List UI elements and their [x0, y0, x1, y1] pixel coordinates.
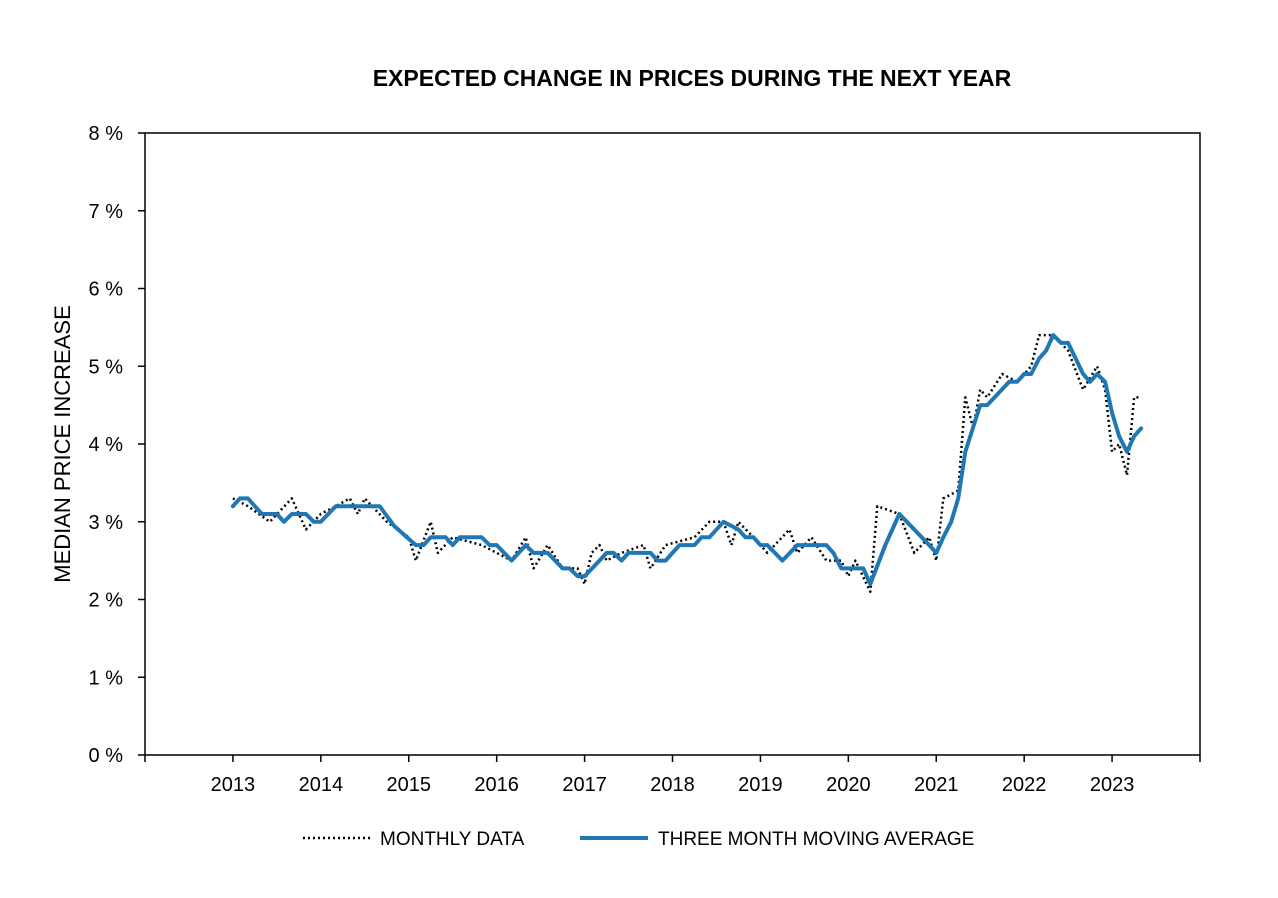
y-tick-label: 2 %	[89, 590, 124, 612]
legend-label-monthly-data: MONTHLY DATA	[380, 829, 525, 850]
y-axis: 0 % 1 % 2 % 3 % 4 % 5 % 6 % 7 % 8 %	[89, 123, 145, 767]
y-tick-label: 4 %	[89, 434, 124, 456]
x-tick-label: 2018	[650, 774, 695, 796]
y-tick-label: 8 %	[89, 123, 124, 145]
x-tick-label: 2022	[1002, 774, 1047, 796]
x-tick-label: 2019	[738, 774, 783, 796]
x-tick-label: 2021	[914, 774, 959, 796]
y-tick-label: 1 %	[89, 667, 124, 689]
x-tick-label: 2014	[299, 774, 344, 796]
series-line-monthly-data	[232, 333, 1142, 593]
y-tick-label: 7 %	[89, 201, 124, 223]
y-axis-title: MEDIAN PRICE INCREASE	[50, 305, 75, 583]
y-tick-label: 3 %	[89, 512, 124, 534]
x-tick-label: 2020	[826, 774, 871, 796]
x-tick-label: 2013	[211, 774, 256, 796]
legend-label-three-month-moving-average: THREE MONTH MOVING AVERAGE	[658, 829, 974, 850]
y-tick-label: 0 %	[89, 745, 124, 767]
x-tick-label: 2015	[387, 774, 432, 796]
chart-title: EXPECTED CHANGE IN PRICES DURING THE NEX…	[373, 65, 1012, 91]
legend: MONTHLY DATA THREE MONTH MOVING AVERAGE	[303, 829, 974, 850]
y-tick-label: 6 %	[89, 279, 124, 301]
x-axis: 2013 2014 2015 2016 2017 2018 2019 2020 2021 2022…	[144, 755, 1201, 796]
plot-area-frame	[144, 132, 1201, 756]
series-layer	[230, 333, 1144, 593]
x-tick-label: 2023	[1090, 774, 1135, 796]
series-line-three-month-moving-average	[230, 333, 1144, 586]
y-tick-label: 5 %	[89, 356, 124, 378]
x-tick-label: 2017	[562, 774, 607, 796]
x-tick-label: 2016	[474, 774, 519, 796]
